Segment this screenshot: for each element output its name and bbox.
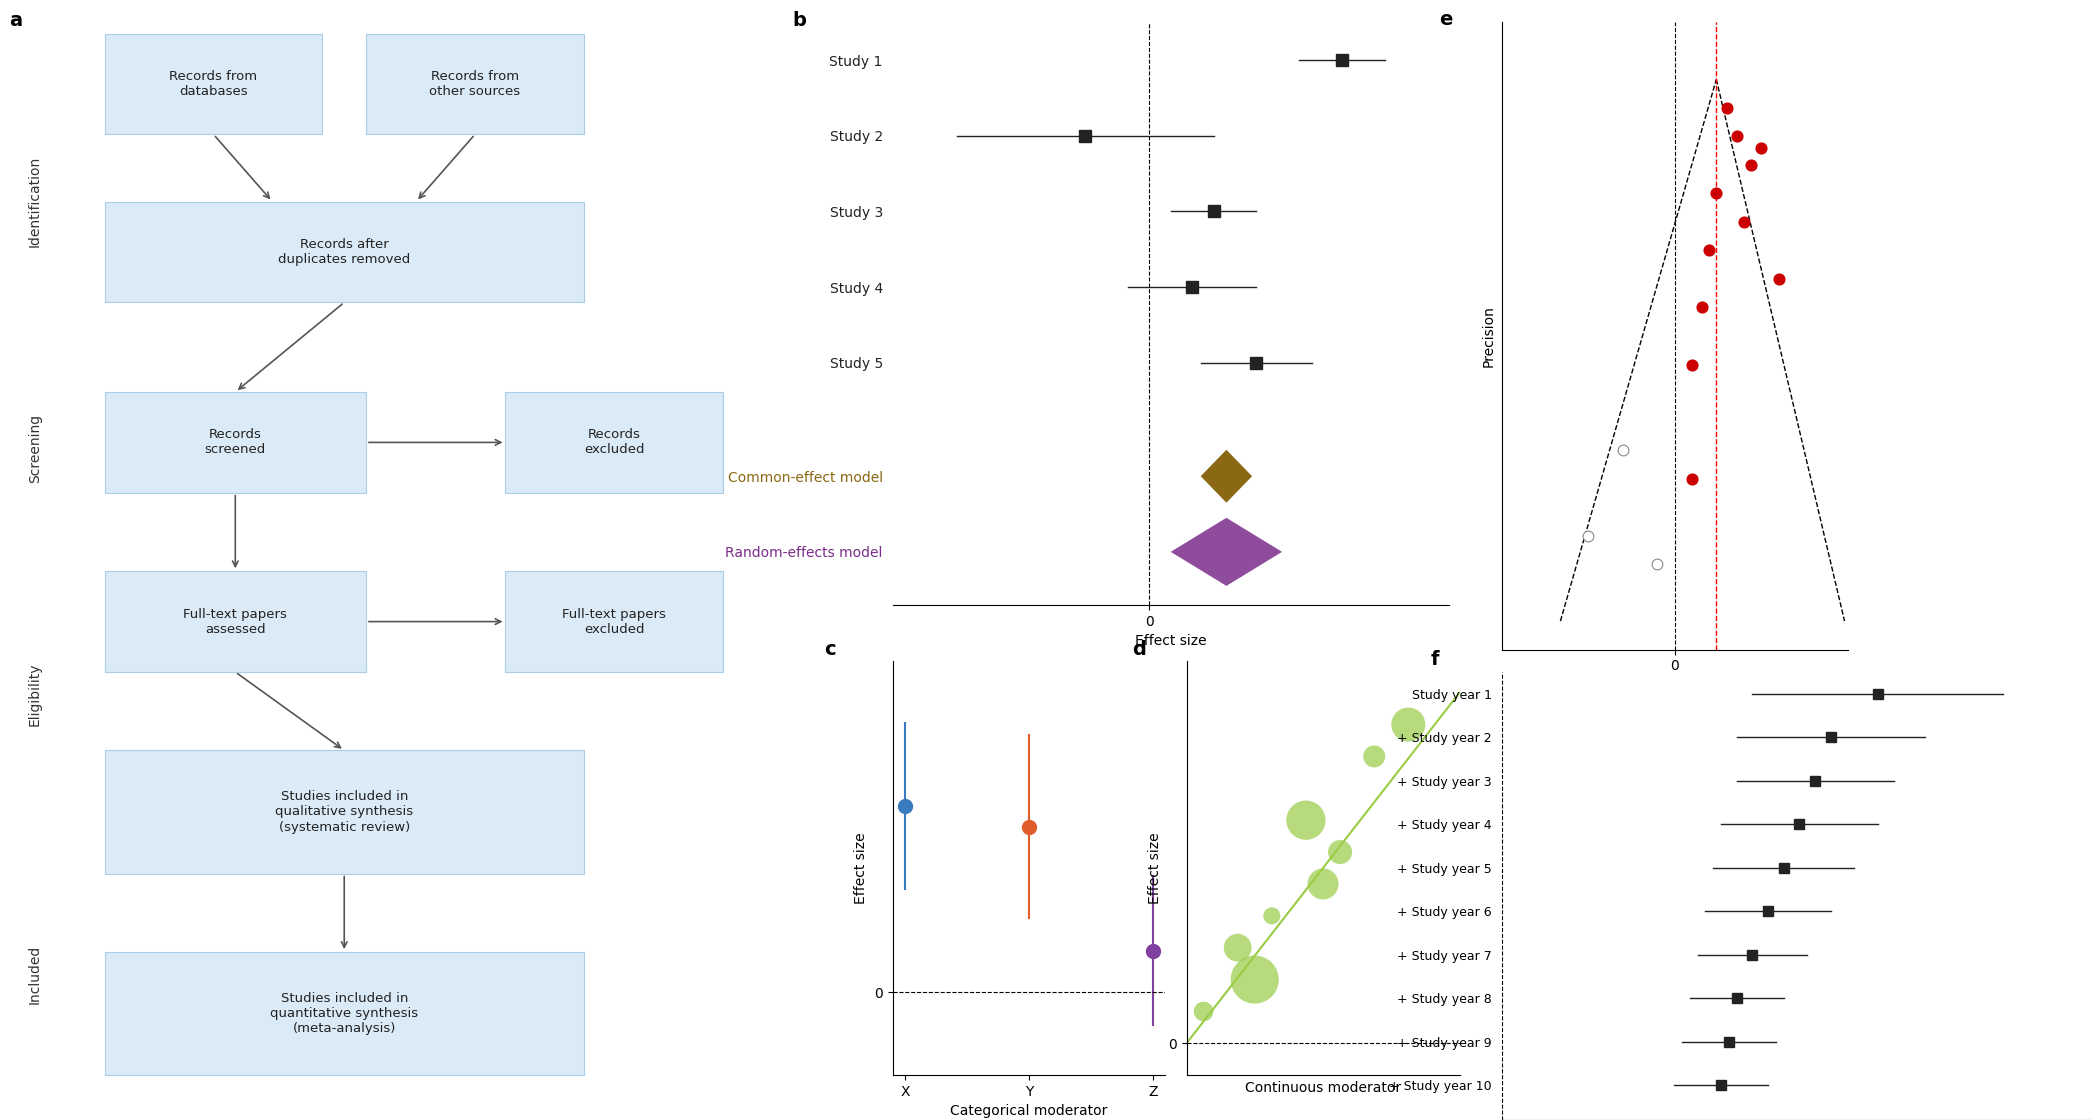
Text: f: f [1430,650,1439,669]
Text: d: d [1132,641,1147,659]
Text: Studies included in
qualitative synthesis
(systematic review): Studies included in qualitative synthesi… [275,791,414,833]
Text: b: b [792,11,806,30]
FancyBboxPatch shape [105,571,365,672]
FancyBboxPatch shape [105,952,584,1075]
Point [1735,156,1768,174]
Text: Identification: Identification [27,156,42,248]
Point [1693,242,1726,260]
Point [1726,213,1760,231]
X-axis label: Effect size: Effect size [1638,679,1711,693]
FancyBboxPatch shape [365,34,584,134]
Text: c: c [823,641,836,659]
FancyBboxPatch shape [105,750,584,874]
Point [1323,843,1357,861]
Text: Full-text papers
excluded: Full-text papers excluded [563,607,666,636]
X-axis label: Effect size: Effect size [1134,634,1207,648]
Point [1699,185,1732,203]
FancyBboxPatch shape [105,392,365,493]
FancyBboxPatch shape [105,34,323,134]
Text: Records after
duplicates removed: Records after duplicates removed [277,239,410,267]
Point [1571,526,1604,544]
Point [1289,811,1323,829]
Point [1220,939,1254,956]
Text: Full-text papers
assessed: Full-text papers assessed [183,607,288,636]
Polygon shape [1201,450,1252,503]
Point [1676,355,1709,373]
FancyBboxPatch shape [105,202,584,302]
Point [1762,270,1796,288]
FancyBboxPatch shape [506,392,722,493]
Text: Records
excluded: Records excluded [584,428,645,456]
FancyBboxPatch shape [506,571,722,672]
Point [1709,99,1743,116]
Point [1745,139,1779,157]
X-axis label: Categorical moderator: Categorical moderator [951,1104,1107,1119]
Point [1256,907,1289,925]
Point [1686,299,1720,317]
Point [1186,1002,1220,1020]
Text: Included: Included [27,945,42,1004]
Text: Screening: Screening [27,413,42,483]
Point [1606,441,1640,459]
Text: Eligibility: Eligibility [27,663,42,726]
X-axis label: Continuous moderator: Continuous moderator [1245,1081,1401,1094]
Text: a: a [8,11,21,30]
Point [1392,716,1426,734]
Text: Studies included in
quantitative synthesis
(meta-analysis): Studies included in quantitative synthes… [271,992,418,1035]
Point [1306,875,1340,893]
Y-axis label: Effect size: Effect size [855,832,869,904]
Point [1239,971,1273,989]
Point [1357,747,1390,765]
Y-axis label: Effect size: Effect size [1149,832,1163,904]
Text: Records
screened: Records screened [204,428,267,456]
Polygon shape [1172,517,1281,586]
Point [1676,469,1709,487]
Point [1720,128,1754,146]
Y-axis label: Precision: Precision [1483,305,1495,367]
Text: Records from
databases: Records from databases [170,69,258,99]
Point [1640,556,1674,573]
Text: Records from
other sources: Records from other sources [428,69,521,99]
Text: e: e [1438,10,1453,29]
